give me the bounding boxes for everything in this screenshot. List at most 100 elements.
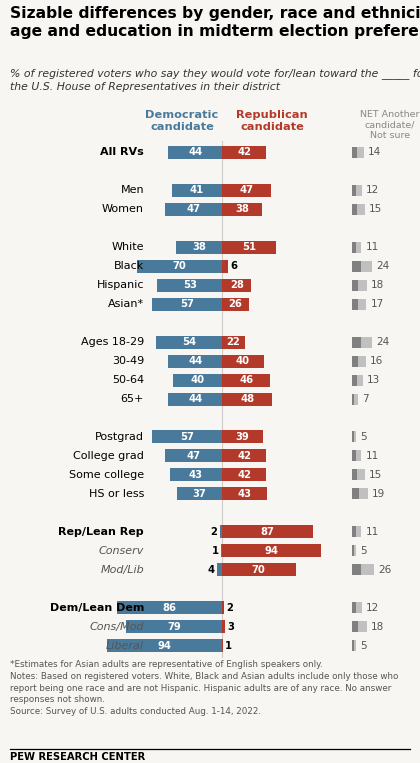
Bar — [354, 431, 356, 443]
Bar — [222, 374, 270, 387]
Bar — [165, 449, 222, 462]
Text: 24: 24 — [376, 337, 390, 347]
Text: 94: 94 — [264, 546, 278, 555]
Bar — [357, 375, 363, 385]
Text: Dem/Lean Dem: Dem/Lean Dem — [50, 603, 144, 613]
Bar — [170, 468, 222, 481]
Text: Mod/Lib: Mod/Lib — [100, 565, 144, 575]
Bar — [352, 204, 357, 215]
Text: Hispanic: Hispanic — [97, 280, 144, 290]
Bar — [357, 147, 364, 158]
Text: 65+: 65+ — [121, 394, 144, 404]
Text: 54: 54 — [182, 337, 196, 347]
Text: 3: 3 — [227, 622, 234, 632]
Text: Ages 18-29: Ages 18-29 — [81, 337, 144, 347]
Bar — [222, 336, 245, 349]
Text: 11: 11 — [365, 243, 378, 253]
Bar — [352, 526, 356, 537]
Bar — [352, 564, 361, 575]
Bar — [168, 392, 222, 405]
Bar — [222, 355, 264, 368]
Bar — [352, 147, 357, 158]
Text: *Estimates for Asian adults are representative of English speakers only.
Notes: : *Estimates for Asian adults are represen… — [10, 660, 399, 716]
Text: 41: 41 — [190, 185, 204, 195]
Bar — [361, 564, 374, 575]
Bar — [352, 261, 360, 272]
Bar — [168, 146, 222, 159]
Text: 28: 28 — [230, 280, 244, 290]
Text: 94: 94 — [158, 640, 172, 651]
Text: 47: 47 — [240, 185, 254, 195]
Text: 12: 12 — [366, 603, 379, 613]
Text: 7: 7 — [362, 394, 369, 404]
Text: 70: 70 — [173, 261, 186, 272]
Text: 79: 79 — [167, 622, 181, 632]
Text: 17: 17 — [370, 299, 384, 309]
Bar — [356, 185, 362, 196]
Text: 18: 18 — [371, 280, 385, 290]
Bar — [352, 336, 360, 348]
Text: 47: 47 — [186, 204, 200, 214]
Bar — [358, 621, 368, 632]
Text: 57: 57 — [180, 432, 194, 442]
Bar — [126, 620, 222, 633]
Bar — [357, 204, 365, 215]
Bar — [354, 640, 356, 651]
Bar — [356, 526, 361, 537]
Text: 47: 47 — [186, 451, 200, 461]
Text: 53: 53 — [183, 280, 197, 290]
Text: 5: 5 — [360, 546, 367, 555]
Text: 15: 15 — [369, 470, 382, 480]
Text: Conserv: Conserv — [99, 546, 144, 555]
Text: 37: 37 — [192, 489, 206, 499]
Bar — [352, 356, 358, 366]
Text: 14: 14 — [368, 147, 381, 157]
Text: Women: Women — [102, 204, 144, 214]
Bar — [108, 639, 222, 652]
Text: Asian*: Asian* — [108, 299, 144, 309]
Bar — [222, 298, 249, 311]
Text: 38: 38 — [235, 204, 249, 214]
Bar — [352, 375, 357, 385]
Bar — [136, 259, 222, 272]
Bar — [352, 185, 356, 196]
Text: 40: 40 — [191, 375, 205, 385]
Bar — [352, 488, 359, 499]
Bar — [222, 468, 266, 481]
Text: 42: 42 — [237, 451, 251, 461]
Text: PEW RESEARCH CENTER: PEW RESEARCH CENTER — [10, 752, 145, 762]
Bar — [176, 241, 222, 254]
Bar — [152, 298, 222, 311]
Text: 42: 42 — [237, 147, 251, 157]
Text: 2: 2 — [211, 526, 218, 536]
Text: 86: 86 — [163, 603, 176, 613]
Text: 48: 48 — [240, 394, 254, 404]
Text: 44: 44 — [188, 394, 202, 404]
Text: Rep/Lean Rep: Rep/Lean Rep — [58, 526, 144, 536]
Text: 51: 51 — [242, 243, 256, 253]
Bar — [222, 563, 296, 576]
Text: 44: 44 — [188, 147, 202, 157]
Bar — [220, 525, 222, 538]
Bar — [168, 355, 222, 368]
Bar — [352, 450, 356, 462]
Bar — [222, 544, 321, 557]
Bar — [222, 241, 276, 254]
Text: Republican
candidate: Republican candidate — [236, 110, 308, 132]
Bar — [352, 394, 354, 404]
Bar — [222, 203, 262, 216]
Bar — [156, 336, 222, 349]
Bar — [352, 469, 357, 481]
Text: 11: 11 — [365, 451, 378, 461]
Text: 16: 16 — [370, 356, 383, 366]
Text: Postgrad: Postgrad — [95, 432, 144, 442]
Text: 12: 12 — [366, 185, 379, 195]
Text: 39: 39 — [236, 432, 249, 442]
Bar — [222, 525, 313, 538]
Text: Sizable differences by gender, race and ethnicity,
age and education in midterm : Sizable differences by gender, race and … — [10, 6, 420, 39]
Text: 15: 15 — [369, 204, 382, 214]
Bar — [222, 488, 267, 501]
Text: Some college: Some college — [69, 470, 144, 480]
Bar — [352, 602, 356, 613]
Text: 87: 87 — [261, 526, 275, 536]
